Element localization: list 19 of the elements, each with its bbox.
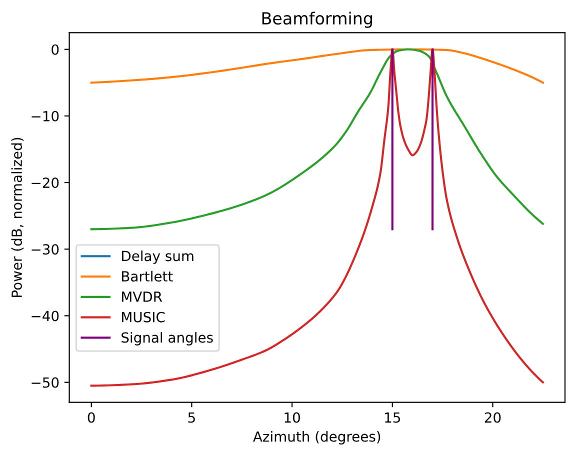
y-tick-label: −40 (32, 310, 59, 322)
legend-label: Signal angles (122, 332, 213, 346)
x-axis-title: Azimuth (degrees) (253, 431, 380, 444)
chart-title: Beamforming (262, 12, 372, 28)
x-tick-label: 20 (484, 412, 501, 423)
legend-label: Bartlett (122, 270, 173, 282)
y-tick-label: −50 (32, 377, 59, 388)
x-tick-label: 10 (284, 412, 300, 423)
y-tick-label: −20 (32, 178, 59, 188)
y-tick-label: −10 (32, 110, 59, 122)
y-tick-label: 0 (52, 44, 59, 55)
y-tick-label: −30 (32, 244, 59, 255)
y-axis-title: Power (dB, normalized) (11, 138, 24, 297)
legend-label: MUSIC (122, 312, 165, 322)
x-tick-label: 5 (188, 412, 195, 423)
legend-label: Delay sum (122, 250, 194, 264)
x-tick-label: 0 (88, 412, 95, 423)
legend-label: MVDR (122, 292, 162, 302)
x-tick-label: 15 (385, 412, 400, 423)
